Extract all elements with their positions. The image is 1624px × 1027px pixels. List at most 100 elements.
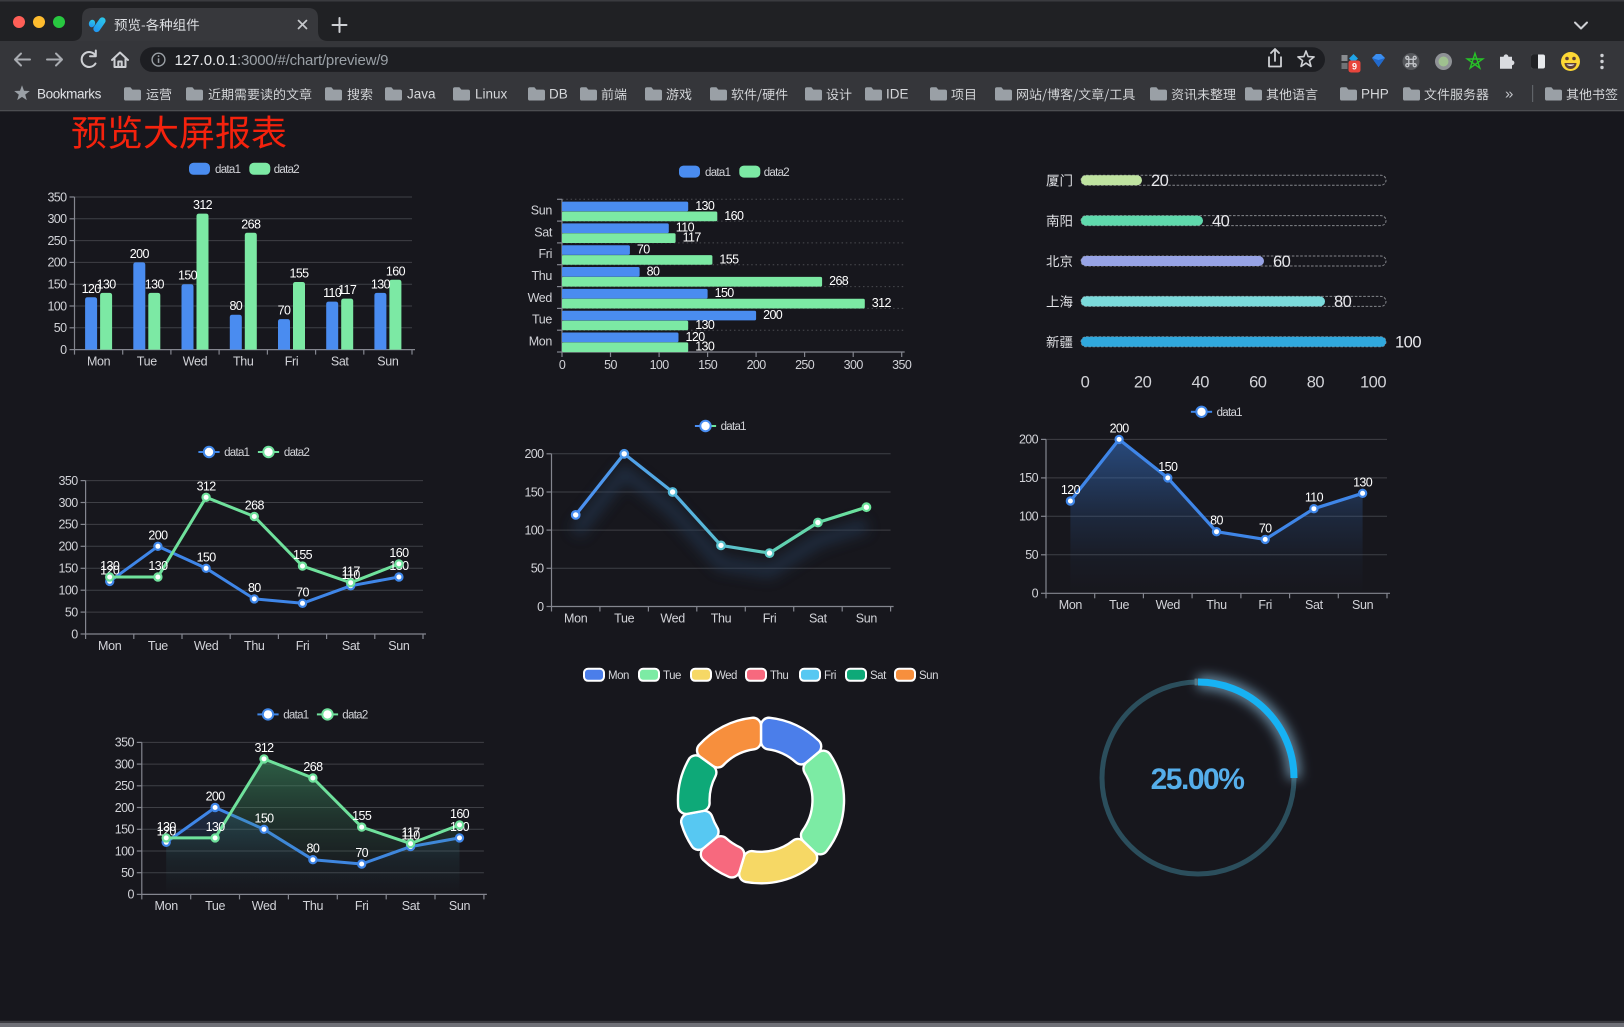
svg-text:130: 130 bbox=[97, 277, 117, 291]
svg-text:250: 250 bbox=[795, 358, 815, 372]
svg-text:268: 268 bbox=[245, 499, 265, 513]
svg-text:Tue: Tue bbox=[1109, 598, 1129, 612]
svg-text:110: 110 bbox=[342, 568, 361, 582]
svg-text:150: 150 bbox=[1019, 471, 1039, 485]
svg-text:200: 200 bbox=[763, 308, 783, 322]
svg-text:80: 80 bbox=[1210, 514, 1223, 528]
svg-text:200: 200 bbox=[115, 801, 135, 815]
svg-text:DB: DB bbox=[549, 86, 568, 101]
svg-text:Sat: Sat bbox=[1305, 598, 1324, 612]
svg-text:155: 155 bbox=[293, 548, 313, 562]
svg-text:Thu: Thu bbox=[1206, 598, 1227, 612]
svg-text:70: 70 bbox=[278, 304, 291, 318]
svg-text:100: 100 bbox=[1395, 334, 1421, 352]
svg-text:350: 350 bbox=[59, 474, 79, 488]
svg-text:130: 130 bbox=[695, 199, 715, 213]
svg-text:200: 200 bbox=[206, 790, 226, 804]
svg-text:80: 80 bbox=[248, 581, 261, 595]
svg-text:100: 100 bbox=[1019, 510, 1039, 524]
svg-text:Tue: Tue bbox=[532, 313, 552, 327]
svg-text:Tue: Tue bbox=[614, 611, 634, 625]
svg-text:50: 50 bbox=[604, 358, 617, 372]
svg-text:117: 117 bbox=[338, 283, 357, 297]
svg-text:60: 60 bbox=[1249, 374, 1267, 392]
svg-text:Fri: Fri bbox=[1258, 598, 1272, 612]
svg-text:data1: data1 bbox=[1217, 407, 1243, 419]
svg-text:130: 130 bbox=[148, 559, 168, 573]
svg-text:200: 200 bbox=[1110, 421, 1130, 435]
svg-text:150: 150 bbox=[1158, 460, 1178, 474]
svg-text:100: 100 bbox=[1360, 374, 1386, 392]
svg-text:130: 130 bbox=[145, 277, 165, 291]
svg-text:Fri: Fri bbox=[824, 670, 836, 682]
svg-text:250: 250 bbox=[115, 779, 135, 793]
svg-text:Sat: Sat bbox=[534, 225, 553, 239]
svg-text:200: 200 bbox=[130, 247, 150, 261]
svg-text:150: 150 bbox=[115, 823, 135, 837]
svg-text:40: 40 bbox=[1192, 374, 1210, 392]
svg-text:160: 160 bbox=[724, 209, 744, 223]
svg-text:70: 70 bbox=[1259, 521, 1272, 535]
svg-text:data1: data1 bbox=[721, 421, 747, 433]
svg-text:200: 200 bbox=[1019, 433, 1039, 447]
svg-text:150: 150 bbox=[254, 811, 274, 825]
svg-text:Fri: Fri bbox=[285, 354, 299, 368]
svg-text:0: 0 bbox=[1032, 587, 1039, 601]
svg-text:0: 0 bbox=[537, 600, 544, 614]
svg-text:70: 70 bbox=[355, 846, 368, 860]
svg-text:Thu: Thu bbox=[303, 899, 324, 913]
svg-text:50: 50 bbox=[65, 605, 78, 619]
svg-text:Tue: Tue bbox=[137, 354, 157, 368]
svg-text:300: 300 bbox=[47, 212, 67, 226]
svg-text:Tue: Tue bbox=[205, 899, 225, 913]
svg-text:120: 120 bbox=[1061, 483, 1081, 497]
svg-text:150: 150 bbox=[698, 358, 718, 372]
svg-text:150: 150 bbox=[197, 550, 217, 564]
svg-text:80: 80 bbox=[307, 842, 320, 856]
svg-text:Sat: Sat bbox=[331, 354, 350, 368]
svg-text:100: 100 bbox=[115, 844, 135, 858]
svg-text:20: 20 bbox=[1134, 374, 1152, 392]
svg-text:Fri: Fri bbox=[355, 899, 369, 913]
svg-text:Wed: Wed bbox=[660, 611, 685, 625]
svg-text:Sun: Sun bbox=[388, 639, 410, 653]
svg-text:data1: data1 bbox=[283, 710, 309, 722]
svg-text:150: 150 bbox=[715, 286, 735, 300]
svg-text:Thu: Thu bbox=[532, 269, 553, 283]
svg-text:data2: data2 bbox=[764, 167, 790, 179]
svg-text:Sat: Sat bbox=[870, 670, 887, 682]
svg-text:50: 50 bbox=[1025, 548, 1038, 562]
svg-text:PHP: PHP bbox=[1361, 86, 1389, 101]
svg-text:Tue: Tue bbox=[663, 670, 681, 682]
svg-text:130: 130 bbox=[157, 820, 177, 834]
svg-text:Mon: Mon bbox=[1059, 598, 1083, 612]
svg-text:70: 70 bbox=[296, 585, 309, 599]
svg-text:160: 160 bbox=[450, 807, 470, 821]
svg-text:Thu: Thu bbox=[244, 639, 265, 653]
svg-text:Sun: Sun bbox=[449, 899, 471, 913]
svg-text:300: 300 bbox=[59, 496, 79, 510]
svg-text:130: 130 bbox=[1353, 475, 1373, 489]
svg-text:40: 40 bbox=[1212, 212, 1230, 230]
svg-text:50: 50 bbox=[121, 866, 134, 880]
svg-text:»: » bbox=[1505, 86, 1513, 103]
svg-text:Sun: Sun bbox=[377, 354, 399, 368]
svg-text:data1: data1 bbox=[215, 164, 241, 176]
svg-text:80: 80 bbox=[229, 299, 242, 313]
svg-text:312: 312 bbox=[254, 741, 274, 755]
svg-text:Thu: Thu bbox=[711, 611, 732, 625]
svg-text:160: 160 bbox=[389, 546, 409, 560]
svg-text:Mon: Mon bbox=[564, 611, 588, 625]
svg-text:350: 350 bbox=[47, 190, 67, 204]
svg-text:130: 130 bbox=[206, 820, 226, 834]
svg-text:Sat: Sat bbox=[809, 611, 828, 625]
svg-text:Mon: Mon bbox=[87, 354, 111, 368]
svg-text:9: 9 bbox=[1352, 62, 1357, 72]
svg-text:0: 0 bbox=[559, 358, 566, 372]
svg-text:200: 200 bbox=[148, 528, 168, 542]
svg-text:IDE: IDE bbox=[886, 86, 909, 101]
svg-text:200: 200 bbox=[524, 447, 544, 461]
svg-text:100: 100 bbox=[650, 358, 670, 372]
svg-text:data1: data1 bbox=[705, 167, 731, 179]
svg-text:120: 120 bbox=[686, 330, 706, 344]
